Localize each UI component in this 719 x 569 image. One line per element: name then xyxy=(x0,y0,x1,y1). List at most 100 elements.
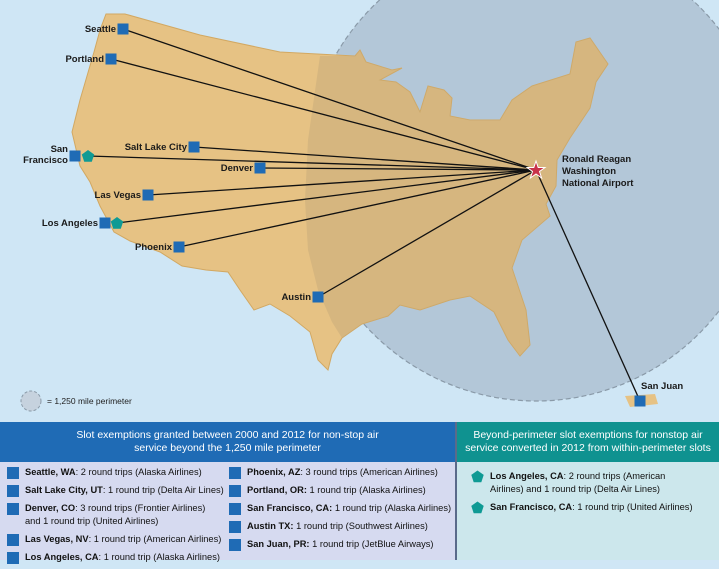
item-city: San Juan, PR: xyxy=(247,539,310,549)
perimeter-legend-icon xyxy=(20,390,42,412)
item-text: Los Angeles, CA: 1 round trip (Alaska Ai… xyxy=(25,551,220,564)
city-label-las-vegas: Las Vegas xyxy=(95,190,141,201)
airport-label-3: National Airport xyxy=(562,178,634,189)
converted-exemptions-panel: Beyond-perimeter slot exemptions for non… xyxy=(457,422,719,560)
airport-label-1: Ronald Reagan xyxy=(562,154,631,165)
item-detail: : 3 round trips (American Airlines) xyxy=(300,467,438,477)
left-panel-title: Slot exemptions granted between 2000 and… xyxy=(0,422,455,462)
routes xyxy=(87,28,641,402)
item-text: Austin TX: 1 round trip (Southwest Airli… xyxy=(247,520,428,533)
list-item: Denver, CO: 3 round trips (Frontier Airl… xyxy=(7,502,222,528)
city-label-austin: Austin xyxy=(281,292,311,303)
item-detail: : 2 round trips (American Airlines) and … xyxy=(490,471,666,494)
square-marker-icon xyxy=(229,503,241,515)
square-marker-icon xyxy=(173,241,185,253)
square-marker-icon xyxy=(229,485,241,497)
list-item: San Juan, PR: 1 round trip (JetBlue Airw… xyxy=(229,538,451,551)
square-marker-icon xyxy=(117,23,129,35)
route-line-salt-lake-city xyxy=(193,146,537,171)
perimeter-exemptions-panel: Slot exemptions granted between 2000 and… xyxy=(0,422,457,564)
list-item: Austin TX: 1 round trip (Southwest Airli… xyxy=(229,520,451,533)
item-city: Seattle, WA xyxy=(25,467,76,477)
list-item: Los Angeles, CA: 1 round trip (Alaska Ai… xyxy=(7,551,229,564)
item-detail: : 1 round trip (United Airlines) xyxy=(572,502,693,512)
square-marker-icon xyxy=(99,217,111,229)
right-title-line-1: Beyond-perimeter slot exemptions for non… xyxy=(473,429,703,441)
route-line-austin xyxy=(317,169,537,298)
list-item: Los Angeles, CA: 2 round trips (American… xyxy=(471,470,696,496)
item-detail: : 3 round trips (Frontier Airlines) and … xyxy=(25,503,206,526)
route-line-seattle xyxy=(122,28,537,171)
item-city: Denver, CO xyxy=(25,503,76,513)
right-panel-title: Beyond-perimeter slot exemptions for non… xyxy=(457,422,719,462)
square-marker-icon xyxy=(312,291,324,303)
city-label-denver: Denver xyxy=(221,163,254,174)
pentagon-marker-icon xyxy=(471,501,484,514)
item-city: Phoenix, AZ xyxy=(247,467,301,477)
right-title-line-2: service converted in 2012 from within-pe… xyxy=(465,442,711,454)
square-marker-icon xyxy=(188,141,200,153)
route-line-las-vegas xyxy=(147,169,537,196)
item-detail: 1 round trip (Southwest Airlines) xyxy=(293,521,428,531)
square-marker-icon xyxy=(229,467,241,479)
item-text: Salt Lake City, UT: 1 round trip (Delta … xyxy=(25,484,224,497)
city-label-san-francisco: Francisco xyxy=(23,155,68,166)
square-marker-icon xyxy=(142,189,154,201)
list-item: Portland, OR: 1 round trip (Alaska Airli… xyxy=(229,484,451,497)
item-city: Salt Lake City, UT xyxy=(25,485,103,495)
list-item: Seattle, WA: 2 round trips (Alaska Airli… xyxy=(7,466,229,479)
item-detail: : 1 round trip (Alaska Airlines) xyxy=(98,552,220,562)
city-label-san-francisco: San xyxy=(51,144,69,155)
item-text: San Francisco, CA: 1 round trip (United … xyxy=(490,501,693,514)
item-detail: : 2 round trips (Alaska Airlines) xyxy=(75,467,202,477)
item-city: Austin TX: xyxy=(247,521,294,531)
item-city: Las Vegas, NV xyxy=(25,534,89,544)
square-marker-icon xyxy=(634,395,646,407)
square-marker-icon xyxy=(7,467,19,479)
list-item: San Francisco, CA: 1 round trip (Alaska … xyxy=(229,502,451,515)
city-label-portland: Portland xyxy=(65,54,104,65)
item-detail: 1 round trip (Alaska Airlines) xyxy=(306,485,426,495)
item-text: Phoenix, AZ: 3 round trips (American Air… xyxy=(247,466,438,479)
list-item: Salt Lake City, UT: 1 round trip (Delta … xyxy=(7,484,229,497)
item-city: San Francisco, CA: xyxy=(247,503,333,513)
list-item: Las Vegas, NV: 1 round trip (American Ai… xyxy=(7,533,229,546)
item-detail: 1 round trip (JetBlue Airways) xyxy=(309,539,434,549)
route-line-phoenix xyxy=(178,169,537,248)
square-marker-icon xyxy=(69,150,81,162)
item-city: Portland, OR: xyxy=(247,485,307,495)
star-icon xyxy=(525,159,547,180)
square-marker-icon xyxy=(105,53,117,65)
item-city: San Francisco, CA xyxy=(490,502,573,512)
square-marker-icon xyxy=(7,552,19,564)
city-label-phoenix: Phoenix xyxy=(135,242,173,253)
markers xyxy=(69,23,646,407)
item-text: San Juan, PR: 1 round trip (JetBlue Airw… xyxy=(247,538,434,551)
item-text: Seattle, WA: 2 round trips (Alaska Airli… xyxy=(25,466,202,479)
left-title-line-2: service beyond the 1,250 mile perimeter xyxy=(134,442,321,454)
route-line-los-angeles xyxy=(116,169,537,224)
square-marker-icon xyxy=(229,521,241,533)
item-detail: : 1 round trip (American Airlines) xyxy=(88,534,222,544)
square-marker-icon xyxy=(7,503,19,515)
route-line-san-juan xyxy=(535,169,641,402)
airport-label-2: Washington xyxy=(562,166,616,177)
item-detail: : 1 round trip (Delta Air Lines) xyxy=(102,485,224,495)
item-text: San Francisco, CA: 1 round trip (Alaska … xyxy=(247,502,451,515)
city-label-seattle: Seattle xyxy=(85,24,116,35)
route-line-portland xyxy=(110,58,537,171)
list-item: Phoenix, AZ: 3 round trips (American Air… xyxy=(229,466,451,479)
city-label-los-angeles: Los Angeles xyxy=(42,218,98,229)
pentagon-marker-icon xyxy=(110,217,124,229)
item-text: Portland, OR: 1 round trip (Alaska Airli… xyxy=(247,484,426,497)
square-marker-icon xyxy=(7,485,19,497)
square-marker-icon xyxy=(7,534,19,546)
item-text: Las Vegas, NV: 1 round trip (American Ai… xyxy=(25,533,221,546)
item-detail: 1 round trip (Alaska Airlines) xyxy=(332,503,452,513)
city-label-salt-lake-city: Salt Lake City xyxy=(125,142,188,153)
perimeter-legend-text: = 1,250 mile perimeter xyxy=(47,396,132,406)
pentagon-marker-icon xyxy=(81,150,95,162)
item-text: Denver, CO: 3 round trips (Frontier Airl… xyxy=(25,502,222,528)
item-text: Los Angeles, CA: 2 round trips (American… xyxy=(490,470,696,496)
square-marker-icon xyxy=(229,539,241,551)
